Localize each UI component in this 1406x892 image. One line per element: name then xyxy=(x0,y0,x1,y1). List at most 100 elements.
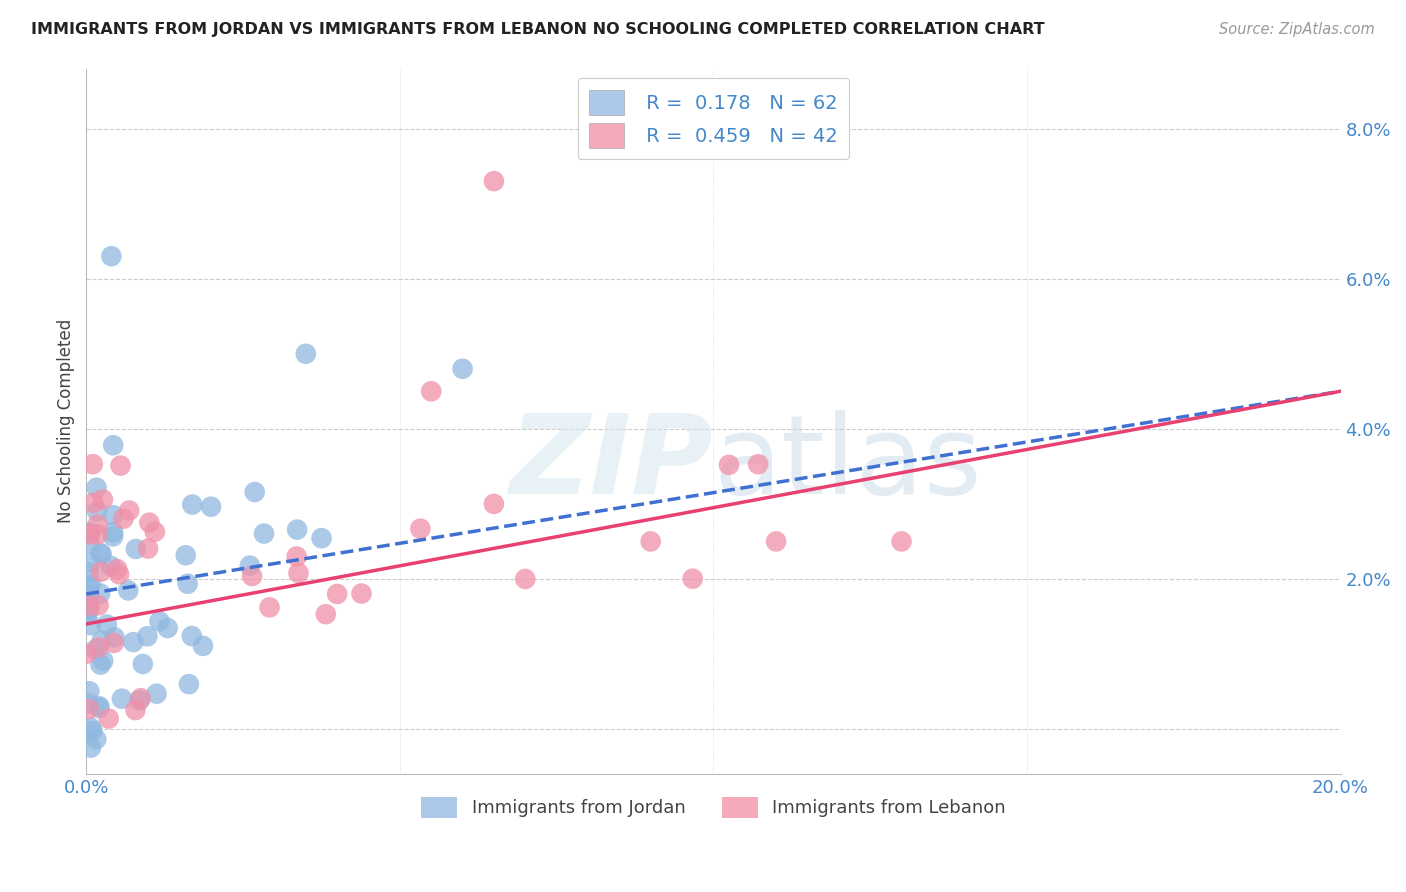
Text: IMMIGRANTS FROM JORDAN VS IMMIGRANTS FROM LEBANON NO SCHOOLING COMPLETED CORRELA: IMMIGRANTS FROM JORDAN VS IMMIGRANTS FRO… xyxy=(31,22,1045,37)
Point xyxy=(132,657,155,671)
Point xyxy=(682,572,704,586)
Point xyxy=(100,559,122,574)
Point xyxy=(515,572,537,586)
Point xyxy=(326,587,349,601)
Point xyxy=(79,556,101,570)
Point xyxy=(174,549,197,563)
Point xyxy=(77,566,100,580)
Point xyxy=(148,615,170,629)
Point xyxy=(420,384,443,399)
Point xyxy=(259,600,281,615)
Point xyxy=(77,603,100,617)
Point xyxy=(311,531,333,545)
Point xyxy=(747,457,769,471)
Point xyxy=(82,496,104,510)
Point xyxy=(89,546,111,560)
Legend: Immigrants from Jordan, Immigrants from Lebanon: Immigrants from Jordan, Immigrants from … xyxy=(413,789,1012,825)
Point xyxy=(145,687,167,701)
Point xyxy=(86,504,108,518)
Point xyxy=(482,497,505,511)
Point xyxy=(117,583,139,598)
Point xyxy=(240,569,263,583)
Point xyxy=(90,547,112,561)
Point xyxy=(84,732,107,747)
Point xyxy=(177,677,200,691)
Point xyxy=(129,691,152,706)
Point xyxy=(100,249,122,263)
Point xyxy=(112,511,135,525)
Point xyxy=(350,586,373,600)
Point xyxy=(89,701,111,715)
Point xyxy=(76,598,98,612)
Point xyxy=(105,562,128,576)
Point xyxy=(103,630,125,644)
Point xyxy=(315,607,337,622)
Point xyxy=(285,549,308,564)
Point xyxy=(86,517,108,532)
Point xyxy=(76,599,98,614)
Point xyxy=(765,534,787,549)
Point xyxy=(287,566,309,580)
Point xyxy=(77,525,100,540)
Point xyxy=(191,639,214,653)
Point xyxy=(108,567,131,582)
Point xyxy=(89,657,111,672)
Point xyxy=(103,525,125,540)
Text: Source: ZipAtlas.com: Source: ZipAtlas.com xyxy=(1219,22,1375,37)
Point xyxy=(89,586,111,600)
Text: atlas: atlas xyxy=(713,410,981,517)
Point xyxy=(156,621,179,635)
Point xyxy=(138,516,160,530)
Point xyxy=(79,527,101,541)
Point xyxy=(91,492,114,507)
Point xyxy=(79,599,101,613)
Point xyxy=(79,684,101,698)
Point xyxy=(89,699,111,714)
Point xyxy=(285,523,308,537)
Point xyxy=(82,724,104,739)
Point xyxy=(76,607,98,621)
Point xyxy=(75,647,97,661)
Point xyxy=(87,599,110,613)
Point xyxy=(79,590,101,604)
Point xyxy=(124,703,146,717)
Y-axis label: No Schooling Completed: No Schooling Completed xyxy=(58,319,75,524)
Point xyxy=(110,458,132,473)
Point xyxy=(79,618,101,632)
Point xyxy=(181,498,204,512)
Point xyxy=(76,589,98,603)
Point xyxy=(409,522,432,536)
Point xyxy=(97,712,120,726)
Point xyxy=(101,508,124,523)
Point xyxy=(80,577,103,591)
Point xyxy=(253,526,276,541)
Point xyxy=(482,174,505,188)
Point xyxy=(239,558,262,573)
Point xyxy=(136,629,159,643)
Point xyxy=(118,503,141,517)
Point xyxy=(640,534,662,549)
Point xyxy=(77,702,100,716)
Point xyxy=(96,617,118,632)
Point xyxy=(128,693,150,707)
Point xyxy=(122,635,145,649)
Point xyxy=(180,629,202,643)
Point xyxy=(103,636,125,650)
Point xyxy=(77,579,100,593)
Point xyxy=(84,642,107,657)
Point xyxy=(80,740,103,755)
Point xyxy=(87,640,110,655)
Point xyxy=(77,697,100,711)
Point xyxy=(90,565,112,579)
Point xyxy=(136,541,159,556)
Point xyxy=(80,721,103,735)
Point xyxy=(82,457,104,471)
Point xyxy=(451,361,474,376)
Point xyxy=(111,691,134,706)
Point xyxy=(890,534,912,549)
Point xyxy=(90,633,112,648)
Point xyxy=(77,536,100,550)
Point xyxy=(243,485,266,500)
Point xyxy=(86,481,108,495)
Point xyxy=(717,458,740,472)
